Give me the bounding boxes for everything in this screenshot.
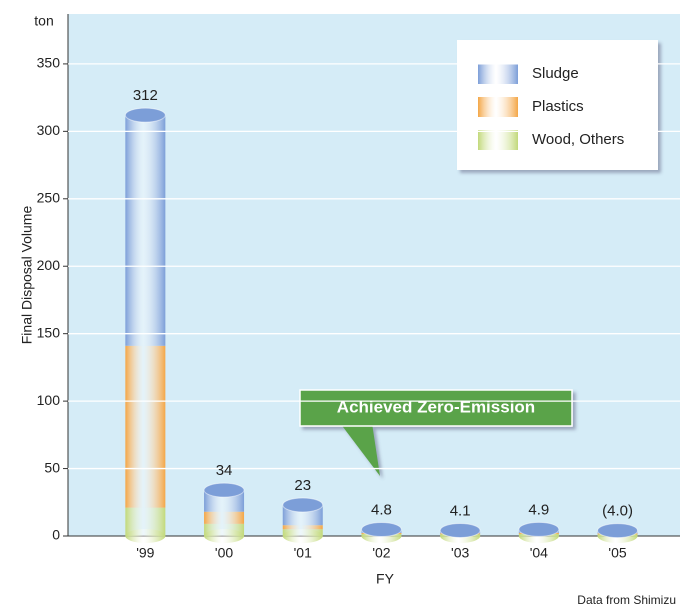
total-label: 312 (133, 87, 158, 104)
legend-swatch (478, 130, 518, 150)
y-tick-label: 350 (37, 55, 61, 71)
bar-segment (204, 523, 245, 536)
y-tick-label: 50 (44, 459, 60, 475)
y-tick-label: 100 (37, 392, 61, 408)
callout-text: Achieved Zero-Emission (337, 397, 535, 416)
bar-segment (125, 345, 166, 508)
y-tick-label: 250 (37, 189, 61, 205)
total-label: 4.8 (371, 501, 392, 518)
x-tick-label: '04 (530, 545, 548, 561)
bars (124, 107, 639, 543)
x-tick-label: '01 (294, 545, 312, 561)
x-tick-label: '05 (608, 545, 626, 561)
bar-cap (597, 523, 639, 539)
total-label: 4.9 (528, 501, 549, 518)
bar-segment (125, 507, 166, 536)
callout-box (299, 389, 573, 427)
y-tick-label: 300 (37, 122, 61, 138)
bar-segment (204, 511, 245, 524)
total-label: (4.0) (602, 503, 633, 520)
bar-cap (439, 522, 481, 538)
callout (299, 389, 573, 476)
callout-pointer (340, 423, 380, 476)
total-label: 4.1 (450, 502, 471, 519)
y-axis-label: Final Disposal Volume (19, 206, 35, 345)
legend-swatch (478, 97, 518, 117)
bar-cap (360, 522, 402, 538)
y-unit: ton (34, 13, 53, 29)
source-note: Data from Shimizu (577, 593, 676, 607)
bar-segment (125, 115, 166, 346)
x-tick-label: '03 (451, 545, 469, 561)
x-tick-label: '00 (215, 545, 233, 561)
y-tick-label: 0 (52, 527, 60, 543)
legend: Sludge Plastics Wood, Others (478, 64, 624, 150)
bar-cap (518, 521, 560, 537)
total-label: 34 (216, 462, 233, 479)
legend-swatch (478, 64, 518, 84)
y-tick-label: 150 (37, 324, 61, 340)
bar-cap (124, 107, 166, 123)
legend-label: Sludge (532, 65, 579, 82)
legend-label: Wood, Others (532, 131, 624, 148)
y-tick-label: 200 (37, 257, 61, 273)
x-axis-label: FY (376, 571, 395, 587)
legend-label: Plastics (532, 98, 584, 115)
bar-cap (282, 497, 324, 513)
x-tick-label: '02 (372, 545, 390, 561)
total-label: 23 (294, 477, 311, 494)
x-tick-label: '99 (136, 545, 154, 561)
bar-segment (282, 529, 323, 536)
bar-cap (203, 482, 245, 498)
bar-segment (282, 525, 323, 530)
